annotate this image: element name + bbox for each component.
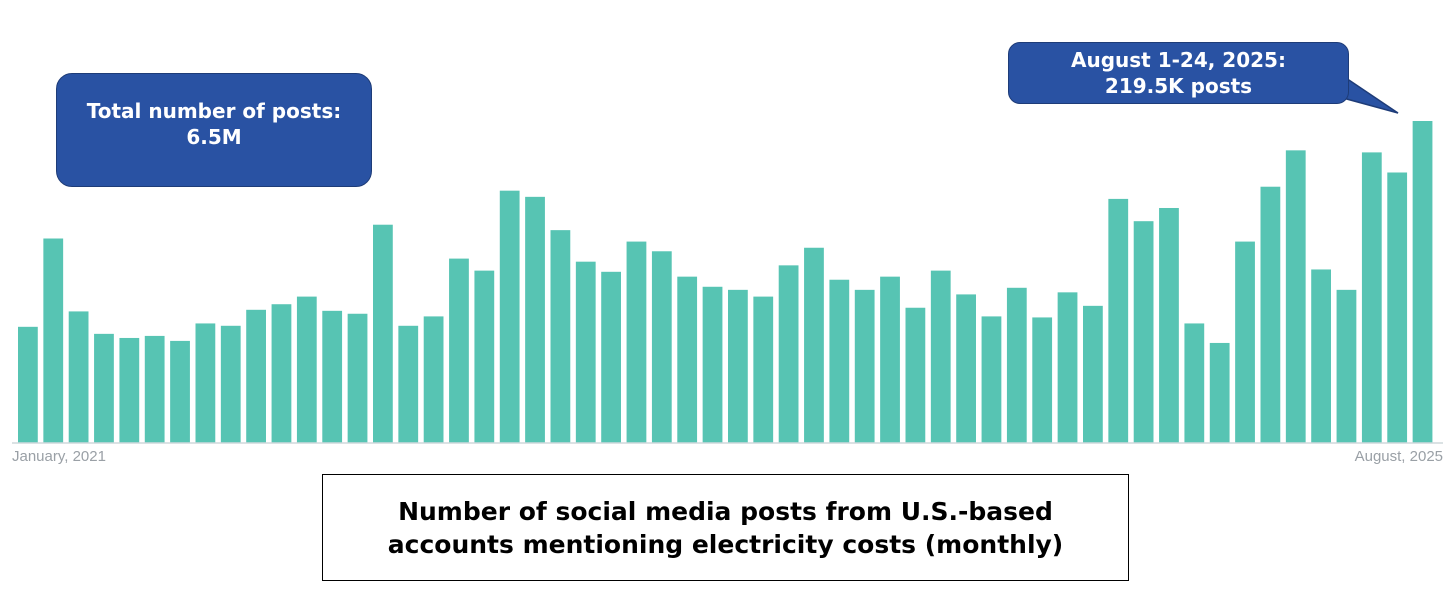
bar-2022-11 bbox=[575, 261, 596, 443]
x-end-label: August, 2025 bbox=[1355, 448, 1443, 465]
bar-2021-11 bbox=[271, 304, 292, 443]
bar-2023-06 bbox=[753, 296, 774, 443]
bar-2022-04 bbox=[398, 325, 419, 443]
bar-2021-01 bbox=[18, 326, 38, 443]
callout-pointer bbox=[1342, 74, 1399, 114]
bar-2025-03 bbox=[1285, 150, 1306, 443]
bar-2024-06 bbox=[1057, 292, 1078, 443]
chart-title-line-2: accounts mentioning electricity costs (m… bbox=[387, 529, 1064, 559]
bar-2024-07 bbox=[1083, 305, 1103, 443]
bar-2024-02 bbox=[956, 294, 976, 443]
bars-group bbox=[18, 121, 1433, 444]
august-2025-label: August 1-24, 2025: bbox=[1071, 48, 1286, 72]
bar-2024-05 bbox=[1032, 317, 1053, 443]
bar-2025-01 bbox=[1235, 241, 1255, 443]
bar-2024-04 bbox=[1006, 287, 1027, 443]
bar-2023-04 bbox=[702, 286, 723, 443]
bar-2024-08 bbox=[1108, 198, 1129, 443]
bar-2022-06 bbox=[449, 258, 469, 443]
bar-2021-09 bbox=[220, 325, 241, 443]
chart-title: Number of social media posts from U.S.-b… bbox=[322, 474, 1129, 581]
bar-2021-10 bbox=[246, 309, 266, 443]
total-posts-callout: Total number of posts: 6.5M bbox=[56, 73, 372, 187]
bar-2025-06 bbox=[1361, 152, 1382, 443]
bar-2021-12 bbox=[296, 296, 317, 443]
bar-2024-01 bbox=[930, 270, 951, 443]
bar-2022-01 bbox=[322, 310, 343, 443]
x-start-label: January, 2021 bbox=[12, 448, 106, 465]
bar-2025-07 bbox=[1387, 172, 1408, 444]
total-posts-label: Total number of posts: bbox=[86, 99, 342, 123]
bar-2022-09 bbox=[525, 196, 545, 443]
total-posts-value: 6.5M bbox=[186, 125, 242, 149]
bar-2022-12 bbox=[601, 271, 621, 443]
august-2025-callout: August 1-24, 2025: 219.5K posts bbox=[1008, 42, 1349, 104]
bar-2021-02 bbox=[43, 238, 64, 443]
bar-2021-03 bbox=[68, 311, 89, 443]
bar-2021-07 bbox=[170, 340, 190, 443]
bar-2024-11 bbox=[1184, 323, 1205, 443]
bar-2025-05 bbox=[1336, 289, 1357, 443]
bar-2024-12 bbox=[1209, 342, 1230, 443]
bar-2021-06 bbox=[144, 335, 165, 443]
bar-2025-02 bbox=[1260, 186, 1281, 443]
bar-2023-05 bbox=[728, 289, 748, 443]
bar-2025-08 bbox=[1412, 121, 1433, 443]
bar-2022-03 bbox=[373, 224, 393, 443]
bar-2023-12 bbox=[905, 307, 926, 443]
bar-2025-04 bbox=[1311, 269, 1331, 443]
bar-2022-05 bbox=[423, 316, 444, 443]
bar-2024-10 bbox=[1159, 207, 1179, 443]
bar-2023-11 bbox=[880, 276, 900, 443]
bar-chart: January, 2021 August, 2025 bbox=[12, 74, 1443, 465]
bar-2023-01 bbox=[626, 241, 647, 443]
bar-2021-04 bbox=[94, 333, 114, 443]
bar-2024-09 bbox=[1133, 221, 1154, 443]
bar-2024-03 bbox=[981, 316, 1002, 443]
bar-2023-09 bbox=[829, 279, 850, 443]
bar-2022-07 bbox=[474, 270, 495, 443]
august-2025-value: 219.5K posts bbox=[1104, 74, 1253, 98]
bar-2022-08 bbox=[499, 190, 520, 443]
bar-2023-07 bbox=[778, 265, 799, 443]
bar-2022-02 bbox=[347, 313, 368, 443]
bar-2023-03 bbox=[677, 276, 698, 443]
bar-2022-10 bbox=[550, 230, 571, 443]
bar-2023-08 bbox=[804, 247, 824, 443]
bar-2023-10 bbox=[854, 289, 875, 443]
chart-title-line-1: Number of social media posts from U.S.-b… bbox=[398, 496, 1053, 526]
bar-2023-02 bbox=[651, 251, 672, 443]
bar-2021-05 bbox=[119, 337, 140, 443]
bar-2021-08 bbox=[195, 323, 216, 443]
